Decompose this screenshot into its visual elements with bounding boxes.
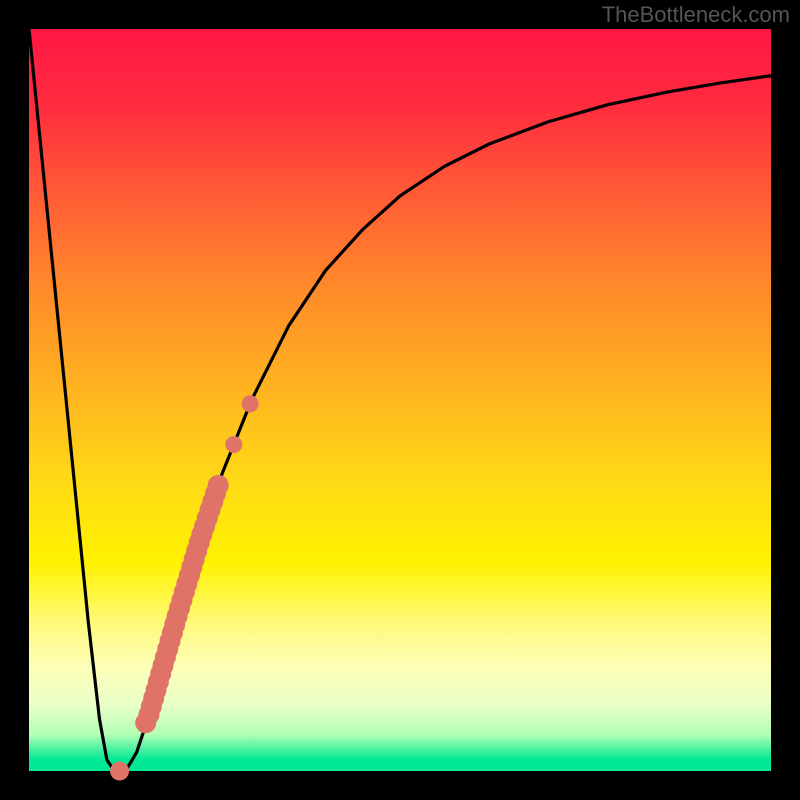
watermark-text: TheBottleneck.com xyxy=(602,2,790,28)
chart-svg xyxy=(0,0,800,800)
bottleneck-chart: TheBottleneck.com xyxy=(0,0,800,800)
